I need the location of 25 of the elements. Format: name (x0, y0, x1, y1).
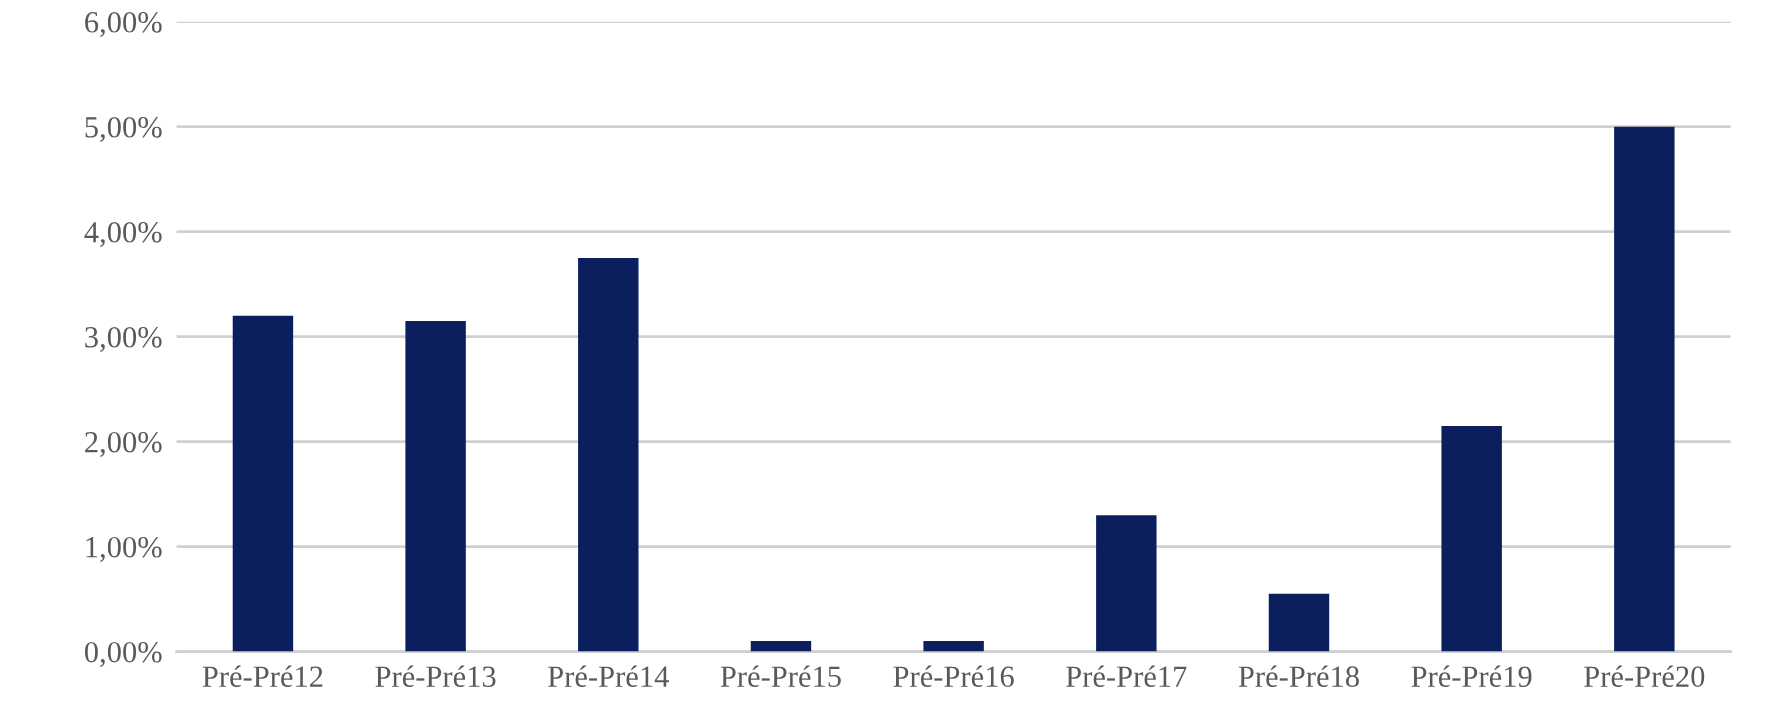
x-tick-label: Pré-Pré18 (1238, 665, 1359, 687)
bar (1268, 593, 1330, 652)
x-tick-label: Pré-Pré12 (202, 665, 323, 687)
y-tick-label: 6,00% (85, 12, 162, 38)
bar (923, 641, 984, 652)
x-tick-label: Pré-Pré14 (548, 665, 669, 687)
bar (750, 641, 812, 652)
x-tick-label: Pré-Pré20 (1584, 665, 1705, 687)
bar (232, 315, 294, 652)
x-tick-label: Pré-Pré13 (375, 665, 496, 687)
y-tick-label: 2,00% (85, 431, 162, 457)
bar (405, 320, 466, 652)
y-tick-label: 0,00% (84, 641, 162, 667)
y-tick-label: 5,00% (85, 116, 162, 142)
bar (1441, 425, 1502, 652)
x-tick-label: Pré-Pré17 (1066, 665, 1187, 687)
bar (1614, 126, 1675, 652)
bar (1096, 515, 1157, 652)
y-tick-label: 4,00% (84, 221, 162, 247)
y-tick-label: 1,00% (86, 536, 162, 562)
x-tick-label: Pré-Pré15 (720, 665, 841, 687)
y-tick-label: 3,00% (85, 326, 162, 352)
x-tick-label: Pré-Pré19 (1411, 665, 1532, 687)
x-tick-label: Pré-Pré16 (893, 665, 1014, 687)
bar (578, 257, 639, 652)
